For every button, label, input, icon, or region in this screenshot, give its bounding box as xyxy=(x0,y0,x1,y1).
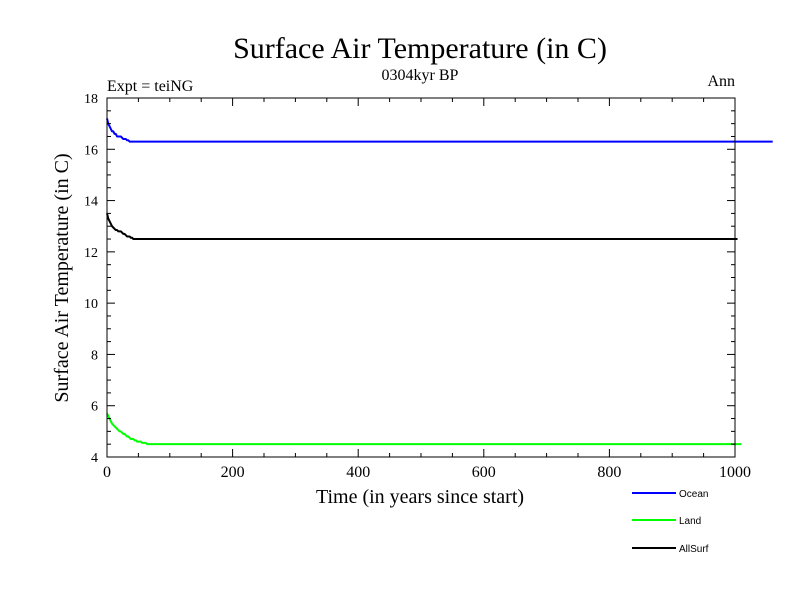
y-tick-label: 4 xyxy=(91,451,98,466)
y-tick-label: 12 xyxy=(84,246,98,261)
y-tick-label: 18 xyxy=(84,92,98,107)
legend-label-ocean: Ocean xyxy=(679,489,708,500)
y-tick-label: 8 xyxy=(91,348,98,363)
series-line-land xyxy=(106,412,742,446)
x-tick-label: 200 xyxy=(221,464,245,481)
chart-subtitle: 0304kyr BP xyxy=(382,67,459,84)
season-label: Ann xyxy=(707,73,735,90)
y-tick-label: 10 xyxy=(84,297,98,312)
legend: Ocean Land AllSurf xyxy=(632,489,709,555)
x-tick-label: 400 xyxy=(346,464,370,481)
y-tick-label: 6 xyxy=(91,400,98,415)
chart-title: Surface Air Temperature (in C) xyxy=(233,32,607,65)
legend-label-allsurf: AllSurf xyxy=(679,544,709,555)
experiment-label: Expt = teiNG xyxy=(107,78,194,95)
plot-frame xyxy=(106,97,736,458)
x-tick-label: 0 xyxy=(103,464,111,481)
y-tick-label: 14 xyxy=(84,195,98,210)
legend-label-land: Land xyxy=(679,516,701,527)
x-tick-label: 600 xyxy=(472,464,496,481)
series-line-ocean xyxy=(106,118,773,143)
x-tick-label: 800 xyxy=(597,464,621,481)
x-tick-label: 1000 xyxy=(719,464,751,481)
x-axis-label: Time (in years since start) xyxy=(316,486,524,508)
series-layer xyxy=(106,118,773,446)
axis-ticks: 0 200 400 600 800 1000 4 6 8 10 12 14 16 18 xyxy=(84,92,751,481)
y-tick-label: 16 xyxy=(84,143,98,158)
y-axis-label: Surface Air Temperature (in C) xyxy=(51,153,73,402)
series-line-allsurf xyxy=(106,213,738,241)
